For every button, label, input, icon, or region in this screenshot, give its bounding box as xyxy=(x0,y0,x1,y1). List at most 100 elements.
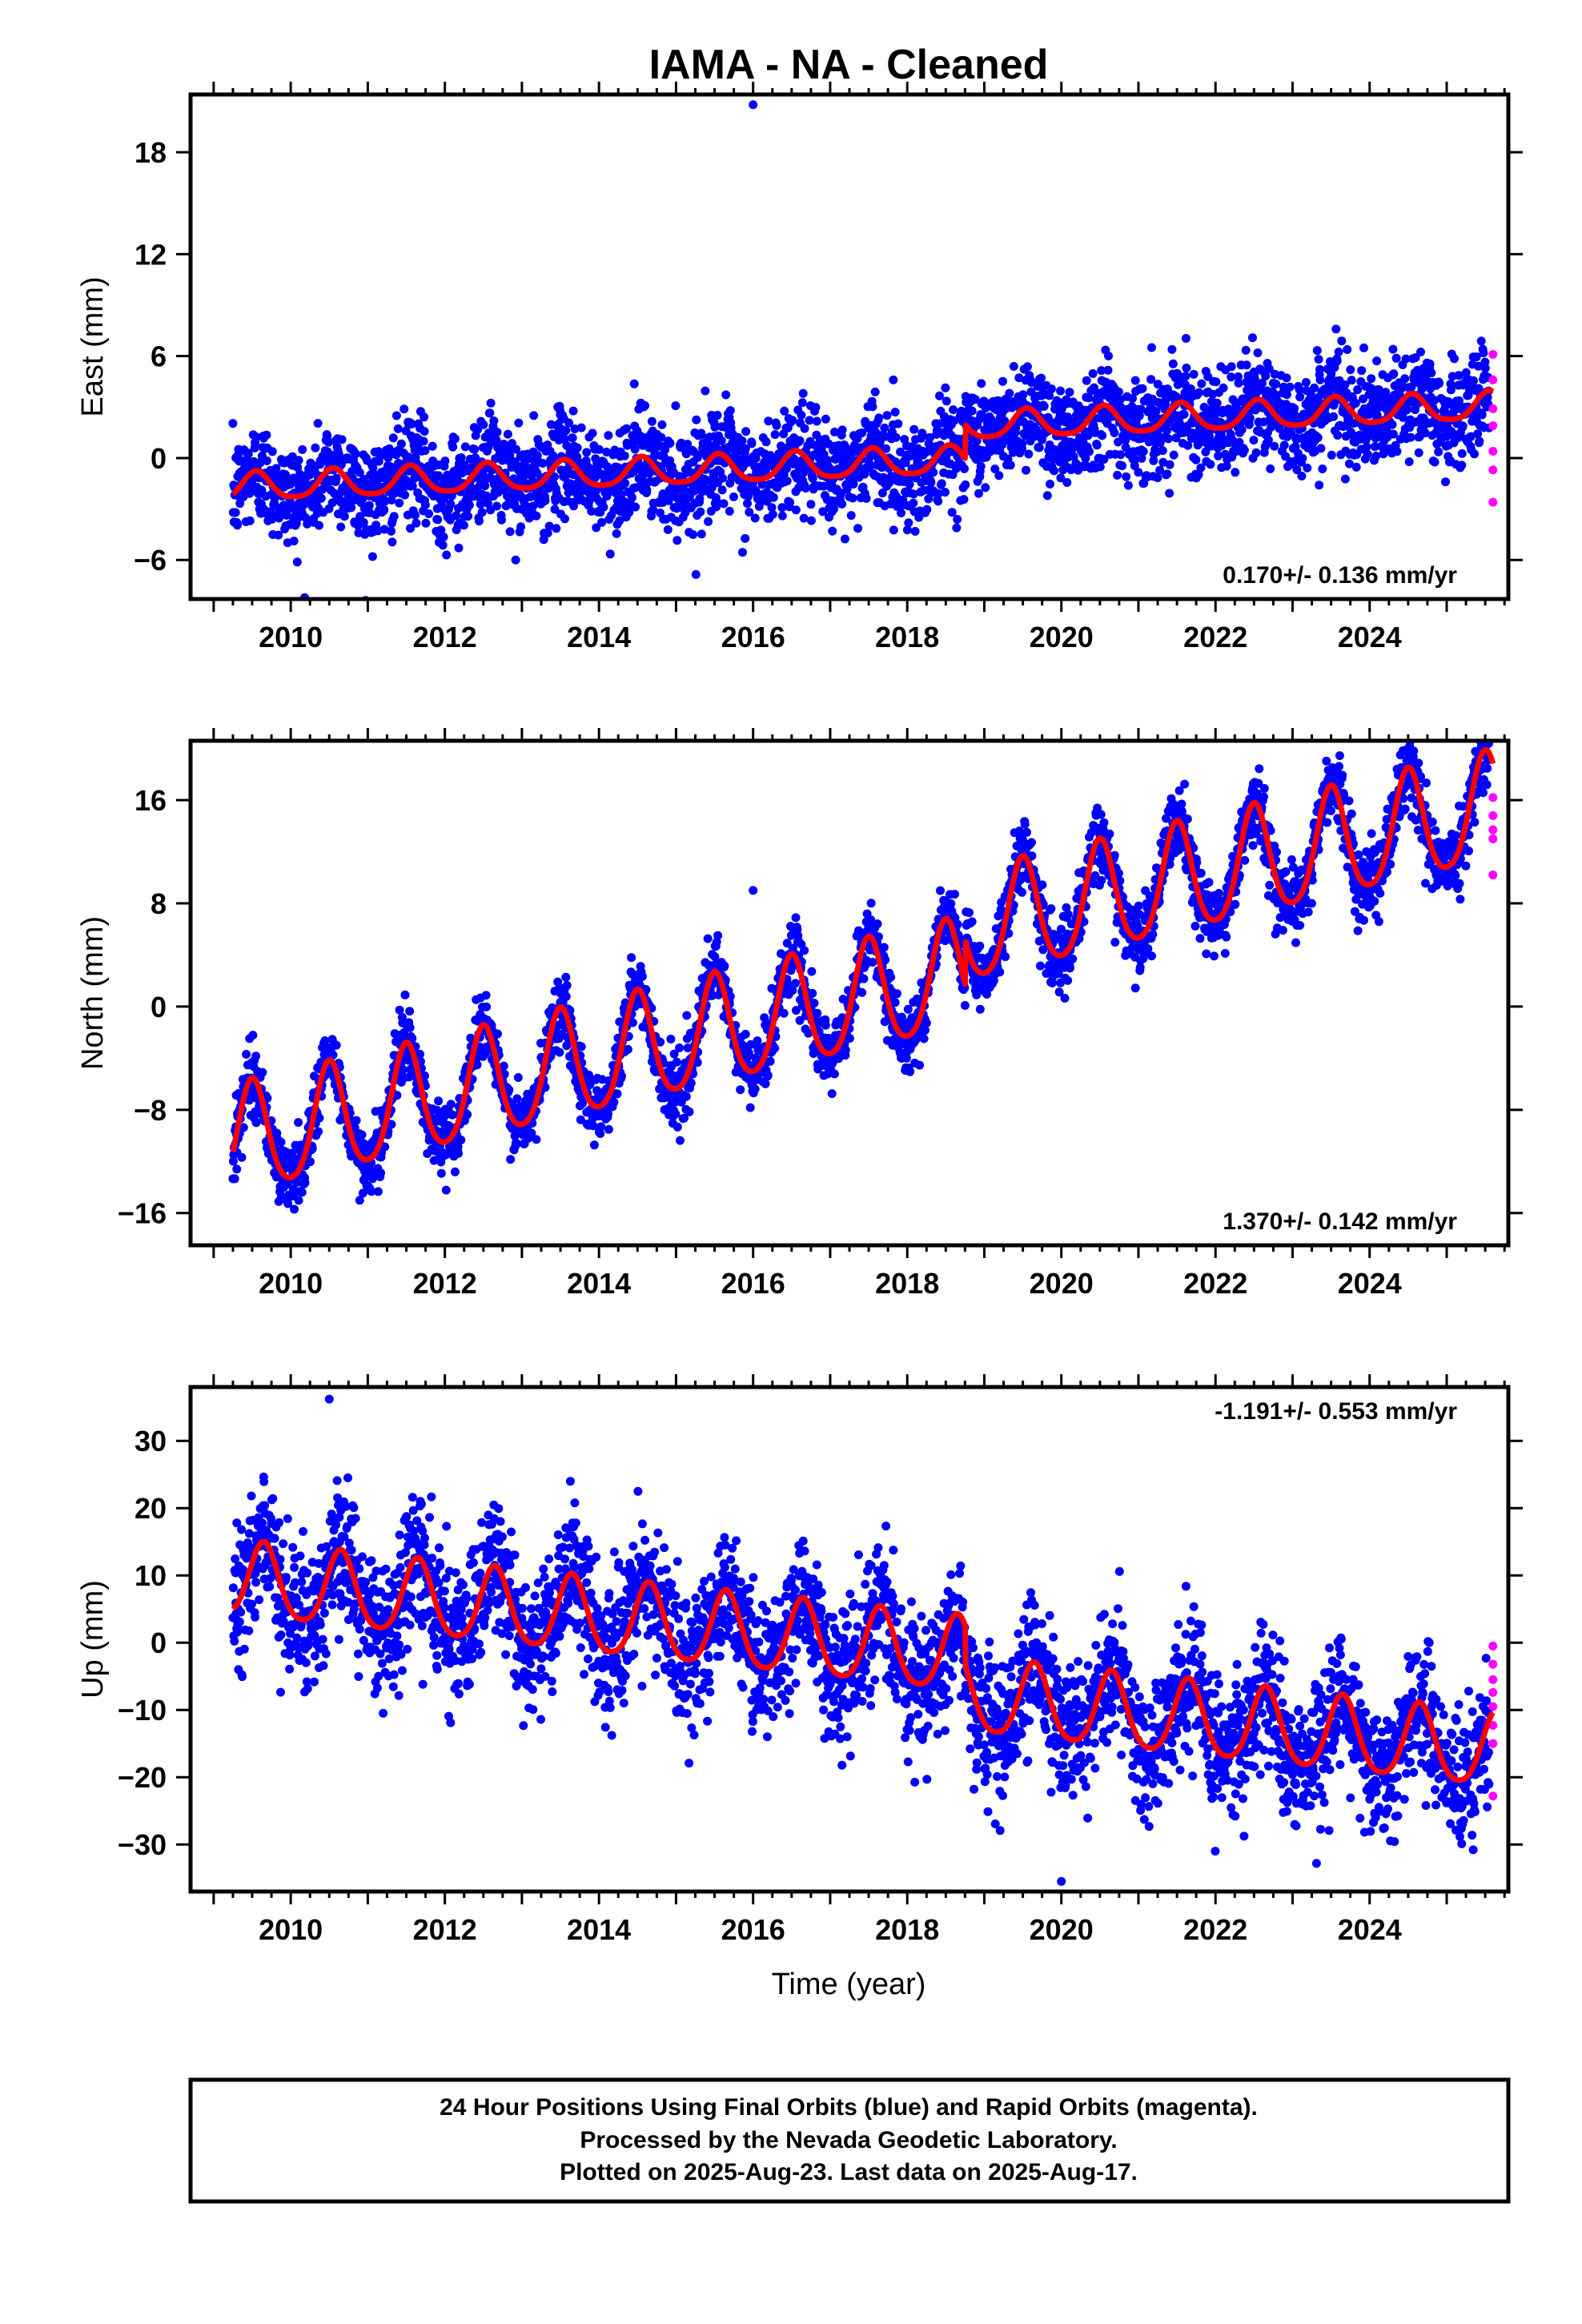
final-orbit-point xyxy=(673,1122,682,1132)
east-rapid-orbit-points xyxy=(1488,350,1498,507)
final-orbit-point xyxy=(297,1188,307,1197)
final-orbit-point xyxy=(1197,379,1207,388)
final-orbit-point xyxy=(1195,388,1204,397)
final-orbit-point xyxy=(1179,409,1189,419)
final-orbit-point xyxy=(316,493,326,503)
final-orbit-point xyxy=(1310,383,1319,392)
final-orbit-point xyxy=(1056,386,1065,396)
final-orbit-point xyxy=(1110,428,1119,437)
final-orbit-point xyxy=(400,490,410,500)
final-orbit-point xyxy=(442,550,452,560)
final-orbit-point xyxy=(770,1043,780,1053)
final-orbit-point xyxy=(503,429,512,439)
final-orbit-point xyxy=(433,515,443,525)
final-orbit-point xyxy=(750,513,760,523)
final-orbit-point xyxy=(479,420,488,429)
final-orbit-point xyxy=(1316,444,1326,453)
final-orbit-point xyxy=(314,1127,323,1136)
final-orbit-point xyxy=(1046,480,1054,489)
final-orbit-point xyxy=(1315,480,1324,490)
final-orbit-point xyxy=(568,406,578,416)
final-orbit-point xyxy=(532,511,541,521)
final-orbit-point xyxy=(564,418,573,428)
final-orbit-point xyxy=(1455,396,1464,405)
final-orbit-point xyxy=(1130,376,1140,385)
final-orbit-point xyxy=(599,502,608,512)
final-orbit-point xyxy=(1263,435,1273,444)
final-orbit-point xyxy=(800,946,809,955)
final-orbit-point xyxy=(998,440,1007,449)
final-orbit-point xyxy=(960,464,969,473)
final-orbit-point xyxy=(1181,334,1191,343)
final-orbit-point xyxy=(696,507,705,517)
final-orbit-point xyxy=(376,1168,386,1178)
final-orbit-point xyxy=(799,513,809,523)
final-orbit-point xyxy=(1427,368,1436,378)
final-orbit-point xyxy=(1391,353,1401,363)
final-orbit-point xyxy=(909,489,918,499)
final-orbit-point xyxy=(1046,384,1056,394)
final-orbit-point xyxy=(331,1040,341,1050)
final-orbit-point xyxy=(1343,345,1352,354)
final-orbit-point xyxy=(311,443,320,452)
north-panel: 2010 2012 2014 2016 2018 2020 2022 2024−16−8081… xyxy=(76,728,1523,1300)
final-orbit-point xyxy=(725,506,734,516)
final-orbit-point xyxy=(529,411,539,420)
x-tick-label: 2012 xyxy=(413,621,477,653)
final-orbit-point xyxy=(262,430,271,440)
final-orbit-point xyxy=(1420,428,1430,438)
final-orbit-point xyxy=(568,433,577,443)
final-orbit-point xyxy=(1370,442,1379,452)
final-orbit-point xyxy=(704,440,713,449)
final-orbit-point xyxy=(380,497,390,506)
final-orbit-point xyxy=(1403,404,1412,414)
final-orbit-point xyxy=(1173,380,1182,389)
final-orbit-point xyxy=(1014,373,1024,383)
final-orbit-point xyxy=(1312,346,1322,356)
final-orbit-point xyxy=(293,463,303,472)
final-orbit-point xyxy=(1337,336,1347,346)
final-orbit-point xyxy=(828,526,837,536)
final-orbit-point xyxy=(934,489,943,498)
final-orbit-point xyxy=(1165,489,1174,498)
y-tick-label: −6 xyxy=(134,544,167,577)
final-orbit-point xyxy=(970,395,980,404)
final-orbit-point xyxy=(1430,457,1439,467)
final-orbit-point xyxy=(889,375,898,384)
final-orbit-point xyxy=(1414,448,1423,457)
final-orbit-point xyxy=(477,508,487,517)
final-orbit-point xyxy=(609,1097,619,1107)
final-orbit-point xyxy=(1050,466,1059,476)
final-orbit-point xyxy=(1114,437,1122,447)
rapid-orbit-point xyxy=(1488,375,1498,384)
final-orbit-point xyxy=(761,465,771,475)
final-orbit-point xyxy=(1123,480,1133,490)
final-orbit-point xyxy=(624,508,634,517)
final-orbit-point xyxy=(1009,362,1018,371)
final-orbit-point xyxy=(562,981,572,990)
final-orbit-point xyxy=(516,522,525,532)
final-orbit-point xyxy=(829,428,839,436)
final-orbit-point xyxy=(1231,468,1240,477)
final-orbit-point xyxy=(412,518,421,528)
final-orbit-point xyxy=(1062,478,1072,487)
x-tick-label: 2018 xyxy=(875,621,939,653)
final-orbit-point xyxy=(379,525,389,534)
final-orbit-point xyxy=(701,386,710,396)
east-x-ticks xyxy=(212,82,1506,612)
final-orbit-point xyxy=(736,1085,745,1095)
final-orbit-point xyxy=(861,493,871,503)
final-orbit-point xyxy=(298,444,307,454)
final-orbit-point xyxy=(463,1110,472,1120)
final-orbit-point xyxy=(300,1178,310,1188)
final-orbit-point xyxy=(1351,462,1361,472)
y-tick-label: 12 xyxy=(135,238,167,271)
final-orbit-point xyxy=(1480,364,1490,373)
final-orbit-point xyxy=(1401,354,1411,364)
x-tick-label: 2010 xyxy=(259,621,323,653)
rapid-orbit-point xyxy=(1488,350,1498,360)
final-orbit-point xyxy=(375,451,385,460)
final-orbit-point xyxy=(950,416,959,425)
final-orbit-point xyxy=(572,443,582,452)
final-orbit-point xyxy=(276,1137,286,1147)
